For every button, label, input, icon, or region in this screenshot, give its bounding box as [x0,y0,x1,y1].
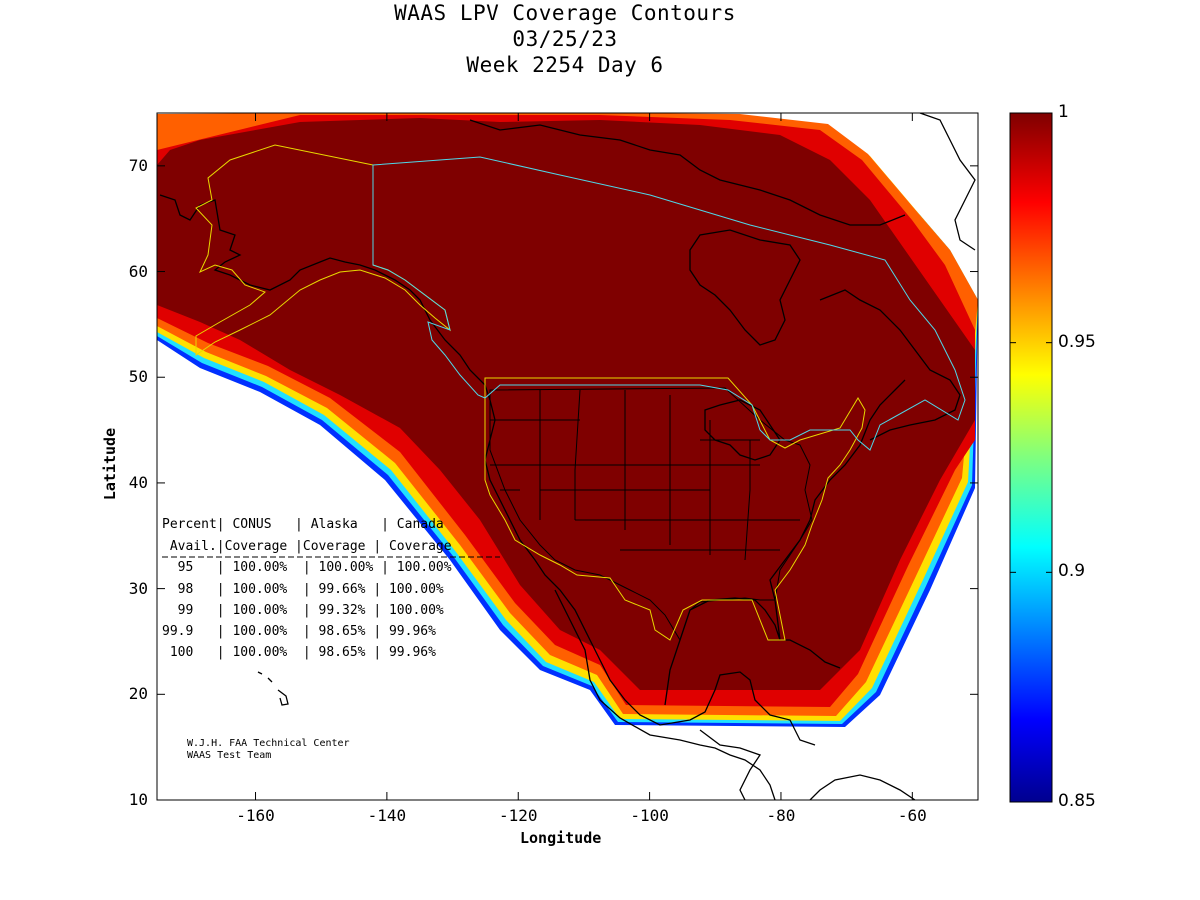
colorbar-tick-label: 0.9 [1058,561,1086,582]
stats-row: 100 | 100.00% | 98.65% | 99.96% [162,645,436,660]
coverage-full-region [157,118,975,690]
coastline-pacific-northwest [374,269,816,746]
us-border [489,387,813,642]
coastline-greenland [919,113,976,251]
chart-date: 03/25/23 [512,27,618,51]
coastline-labrador [819,289,961,441]
us-state-boundaries [489,387,813,642]
chart-week-day: Week 2254 Day 6 [466,53,664,77]
coastline-mexico [554,589,776,800]
colorbar-tick-label: 0.95 [1058,331,1096,352]
y-axis-title: Latitude [101,427,119,501]
y-tick-label: 50 [128,367,148,387]
x-tick-label: -100 [630,806,669,825]
state-lines [490,389,800,561]
plot-frame [156,112,979,801]
x-tick-label: -140 [367,806,407,825]
y-tick-label: 20 [128,684,148,704]
colorbar-tick-label: 1 [1058,102,1069,122]
chart-title: WAAS LPV Coverage Contours [394,1,736,25]
stats-row: 99.9 | 100.00% | 98.65% | 99.96% [162,624,436,639]
colorbar [1009,112,1053,803]
x-tick-label: -60 [897,806,927,825]
y-tick-label: 60 [128,261,148,281]
x-tick-label: -160 [236,806,275,825]
stats-header-1: Percent| CONUS | Alaska | Canada [162,517,444,532]
stats-header-2: Avail.|Coverage |Coverage | Coverage [162,539,452,554]
x-tick-label: -80 [766,806,796,825]
colorbar-tick-label: 0.85 [1058,791,1096,811]
y-tick-label: 10 [128,790,148,809]
axis-ticks [157,113,978,801]
y-tick-label: 30 [128,578,148,598]
stats-row: 95 | 100.00% | 100.00% | 100.00% [162,560,452,575]
colorbar-ticks [1010,112,1052,803]
stats-row: 99 | 100.00% | 99.32% | 100.00% [162,603,444,618]
coastline-arctic-islands [469,119,906,226]
credit-line-1: W.J.H. FAA Technical Center [187,738,350,749]
coastline-hudson-bay [689,229,801,346]
y-tick-label: 40 [128,472,148,492]
y-tick-label: 70 [128,155,148,175]
coastline-central-america [699,729,762,800]
canada-boundary [372,156,966,451]
credit-line-2: WAAS Test Team [187,750,272,761]
coverage-contours [157,113,978,727]
stats-divider [162,556,500,558]
coastline-south-america [809,774,916,800]
x-axis-title: Longitude [520,829,602,847]
coastline-gulf [664,379,906,706]
stats-row: 98 | 100.00% | 99.66% | 100.00% [162,582,444,597]
x-tick-label: -120 [498,806,538,825]
coastline-hawaii [257,671,289,706]
